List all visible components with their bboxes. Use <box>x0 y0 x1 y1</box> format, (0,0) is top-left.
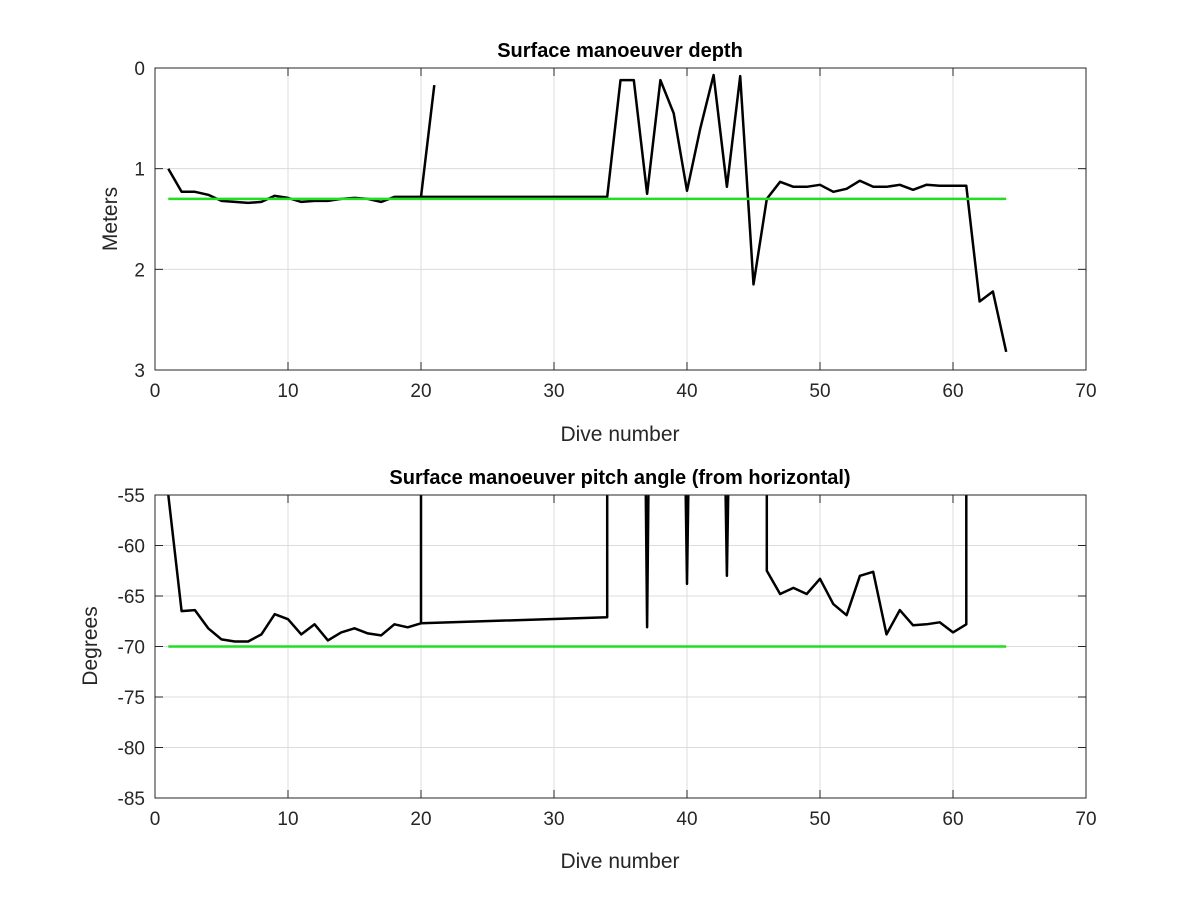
pitch-x-tick-label: 70 <box>1075 809 1096 830</box>
pitch-y-axis-label: Degrees <box>79 606 102 685</box>
pitch-series-line <box>724 495 730 578</box>
pitch-x-tick-label: 30 <box>543 809 564 830</box>
pitch-y-tick-label: -55 <box>118 486 145 507</box>
depth-x-tick-label: 0 <box>150 381 161 402</box>
pitch-x-tick-label: 50 <box>809 809 830 830</box>
depth-x-tick-label: 10 <box>277 381 298 402</box>
depth-x-tick-label: 70 <box>1075 381 1096 402</box>
pitch-y-tick-label: -85 <box>118 789 145 810</box>
pitch-x-tick-label: 20 <box>410 809 431 830</box>
depth-y-tick-label: 1 <box>134 160 145 181</box>
pitch-series-line <box>765 495 968 636</box>
pitch-x-tick-label: 60 <box>942 809 963 830</box>
pitch-series-line <box>167 495 609 643</box>
depth-y-tick-label: 3 <box>134 361 145 382</box>
depth-plot-frame <box>154 67 1087 371</box>
pitch-y-tick-label: -75 <box>118 688 145 709</box>
depth-x-tick-label: 50 <box>809 381 830 402</box>
depth-series-line <box>167 84 436 205</box>
pitch-y-tick-label: -80 <box>118 739 145 760</box>
depth-x-tick-label: 40 <box>676 381 697 402</box>
depth-x-axis-label: Dive number <box>560 423 679 446</box>
pitch-y-tick-label: -65 <box>118 587 145 608</box>
depth-x-tick-label: 30 <box>543 381 564 402</box>
pitch-x-tick-label: 40 <box>676 809 697 830</box>
pitch-chart-title: Surface manoeuver pitch angle (from hori… <box>389 467 850 489</box>
depth-series-line <box>421 73 1008 353</box>
pitch-y-tick-label: -60 <box>118 537 145 558</box>
pitch-panel: Surface manoeuver pitch angle (from hori… <box>79 467 1097 873</box>
depth-x-tick-label: 20 <box>410 381 431 402</box>
pitch-x-tick-label: 0 <box>150 809 161 830</box>
pitch-series-line <box>644 495 650 629</box>
pitch-y-tick-label: -70 <box>118 638 145 659</box>
depth-panel: Surface manoeuver depth Dive number Mete… <box>99 40 1097 446</box>
depth-x-tick-label: 60 <box>942 381 963 402</box>
depth-y-tick-label: 2 <box>134 260 145 281</box>
pitch-series-line <box>684 495 690 586</box>
pitch-x-axis-label: Dive number <box>560 850 679 873</box>
pitch-x-tick-label: 10 <box>277 809 298 830</box>
depth-y-axis-label: Meters <box>99 187 122 251</box>
depth-chart-title: Surface manoeuver depth <box>497 40 743 62</box>
pitch-plot-frame <box>154 494 1087 799</box>
depth-y-tick-label: 0 <box>134 59 145 80</box>
